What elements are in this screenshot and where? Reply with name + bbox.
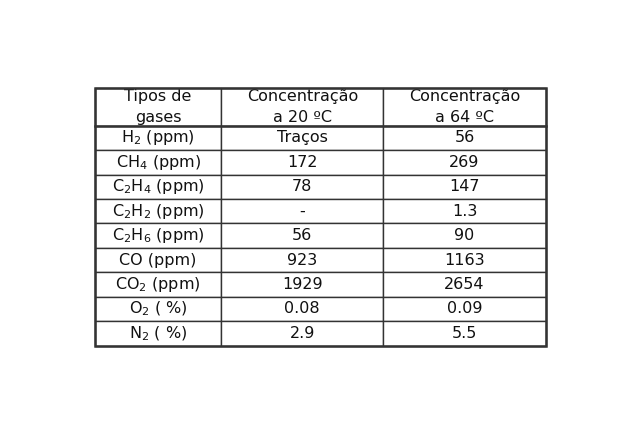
Text: $\mathrm{C_2H_6}$ (ppm): $\mathrm{C_2H_6}$ (ppm)	[112, 226, 204, 245]
Text: 2654: 2654	[444, 277, 485, 292]
Bar	[221, 297, 383, 321]
Bar	[95, 248, 221, 272]
Text: 0.09: 0.09	[447, 302, 482, 317]
Text: Traços: Traços	[277, 130, 328, 145]
Text: Tipos de
gases: Tipos de gases	[124, 89, 192, 125]
Text: $\mathrm{CO_2}$ (ppm): $\mathrm{CO_2}$ (ppm)	[116, 275, 201, 294]
Bar	[383, 150, 546, 175]
Bar	[95, 88, 546, 346]
Bar	[95, 321, 221, 346]
Bar	[383, 321, 546, 346]
Text: 269: 269	[449, 155, 479, 170]
Text: 1.3: 1.3	[452, 204, 477, 219]
Text: 78: 78	[292, 179, 312, 194]
Text: 147: 147	[449, 179, 480, 194]
Text: 1929: 1929	[282, 277, 322, 292]
Text: $\mathrm{H_2}$ (ppm): $\mathrm{H_2}$ (ppm)	[121, 128, 195, 147]
Bar	[383, 175, 546, 199]
Bar	[95, 126, 221, 150]
Text: $\mathrm{O_2}$ ( %): $\mathrm{O_2}$ ( %)	[129, 300, 188, 318]
Bar	[383, 297, 546, 321]
Bar	[95, 175, 221, 199]
Text: 923: 923	[287, 253, 318, 268]
Bar	[95, 224, 221, 248]
Bar	[383, 199, 546, 224]
Text: 1163: 1163	[444, 253, 485, 268]
Bar	[383, 224, 546, 248]
Text: 5.5: 5.5	[452, 326, 477, 341]
Bar	[221, 272, 383, 297]
Text: 90: 90	[454, 228, 474, 243]
Bar	[221, 126, 383, 150]
Bar	[221, 175, 383, 199]
Text: 2.9: 2.9	[289, 326, 315, 341]
Bar	[383, 126, 546, 150]
Text: $\mathrm{C_2H_2}$ (ppm): $\mathrm{C_2H_2}$ (ppm)	[112, 202, 204, 221]
Bar	[221, 248, 383, 272]
Bar	[221, 224, 383, 248]
Text: -: -	[299, 204, 305, 219]
Bar	[221, 150, 383, 175]
Bar	[95, 88, 221, 126]
Bar	[95, 199, 221, 224]
Bar	[383, 88, 546, 126]
Bar	[221, 199, 383, 224]
Bar	[221, 88, 383, 126]
Text: $\mathrm{CH_4}$ (ppm): $\mathrm{CH_4}$ (ppm)	[116, 153, 201, 172]
Bar	[95, 297, 221, 321]
Bar	[95, 150, 221, 175]
Text: 0.08: 0.08	[284, 302, 320, 317]
Text: $\mathrm{C_2H_4}$ (ppm): $\mathrm{C_2H_4}$ (ppm)	[112, 177, 204, 196]
Bar	[221, 321, 383, 346]
Bar	[383, 272, 546, 297]
Text: 56: 56	[454, 130, 474, 145]
Text: 172: 172	[287, 155, 318, 170]
Text: Concentração
a 20 ºC: Concentração a 20 ºC	[247, 89, 358, 125]
Bar	[95, 272, 221, 297]
Text: 56: 56	[292, 228, 312, 243]
Bar	[383, 248, 546, 272]
Text: Concentração
a 64 ºC: Concentração a 64 ºC	[409, 89, 520, 125]
Text: $\mathrm{N_2}$ ( %): $\mathrm{N_2}$ ( %)	[129, 324, 188, 343]
Text: CO (ppm): CO (ppm)	[119, 253, 197, 268]
